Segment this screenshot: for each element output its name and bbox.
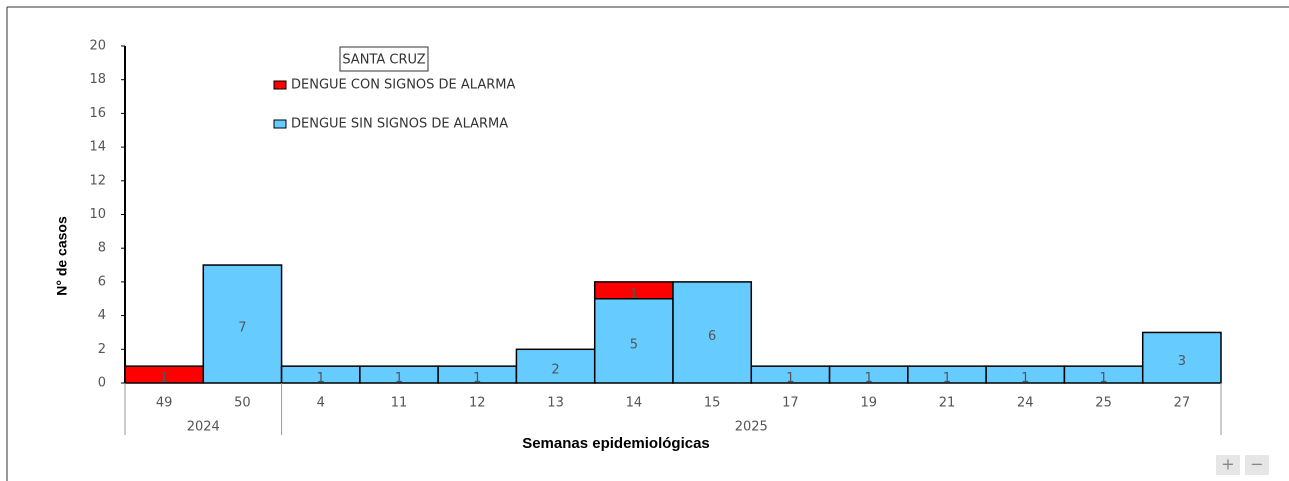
y-tick-label: 4 [98,308,106,323]
y-tick-label: 6 [98,274,106,289]
bar-segment [1141,331,1222,384]
y-tick-label: 20 [89,39,106,54]
x-tick-label: 50 [234,396,251,411]
y-tick-label: 0 [98,376,106,391]
data-label: 1 [160,371,168,386]
x-tick-label: 49 [156,396,173,411]
x-tick-label: 19 [860,396,877,411]
data-label: 1 [1021,371,1029,386]
legend-swatch [273,80,287,90]
bar-segment [672,281,753,384]
x-tick-label: 27 [1174,396,1191,411]
x-tick-label: 17 [782,396,799,411]
legend-label: DENGUE CON SIGNOS DE ALARMA [291,78,515,93]
y-tick-label: 8 [98,241,106,256]
group-label: 2025 [735,420,768,435]
y-tick-label: 14 [89,140,106,155]
data-label: 1 [786,371,794,386]
data-label: 2 [551,363,559,378]
data-label: 5 [630,337,638,352]
data-label: 1 [473,371,481,386]
y-tick-label: 12 [89,173,106,188]
x-tick-label: 11 [391,396,408,411]
bar-segment [202,264,283,384]
x-tick-label: 25 [1095,396,1112,411]
data-label: 1 [865,371,873,386]
x-tick-label: 4 [317,396,325,411]
data-label: 1 [317,371,325,386]
x-tick-label: 13 [547,396,564,411]
bar-segment [515,348,596,384]
x-tick-label: 14 [626,396,643,411]
y-tick-label: 18 [89,72,106,87]
x-tick-label: 12 [469,396,486,411]
y-tick-label: 2 [98,342,106,357]
data-label: 1 [395,371,403,386]
y-tick-label: 10 [89,207,106,222]
zoom-out-button[interactable] [1245,455,1269,475]
legend-title: SANTA CRUZ [342,53,425,68]
data-label: 1 [943,371,951,386]
data-label: 6 [708,329,716,344]
zoom-in-label[interactable]: + [1221,455,1234,474]
legend-title-box [339,46,429,72]
x-tick-label: 15 [704,396,721,411]
zoom-out-label[interactable]: − [1250,455,1263,474]
data-label: 1 [630,287,638,302]
y-axis-title: N° de casos [54,216,70,296]
data-label: 1 [1099,371,1107,386]
x-tick-label: 24 [1017,396,1034,411]
data-label: 7 [238,321,246,336]
y-tick-label: 16 [89,106,106,121]
x-axis-title: Semanas epidemiológicas [522,435,710,452]
legend-swatch [273,119,287,129]
group-label: 2024 [187,420,220,435]
zoom-in-button[interactable] [1216,455,1240,475]
data-label: 3 [1178,354,1186,369]
legend-label: DENGUE SIN SIGNOS DE ALARMA [291,117,508,132]
x-tick-label: 21 [939,396,956,411]
